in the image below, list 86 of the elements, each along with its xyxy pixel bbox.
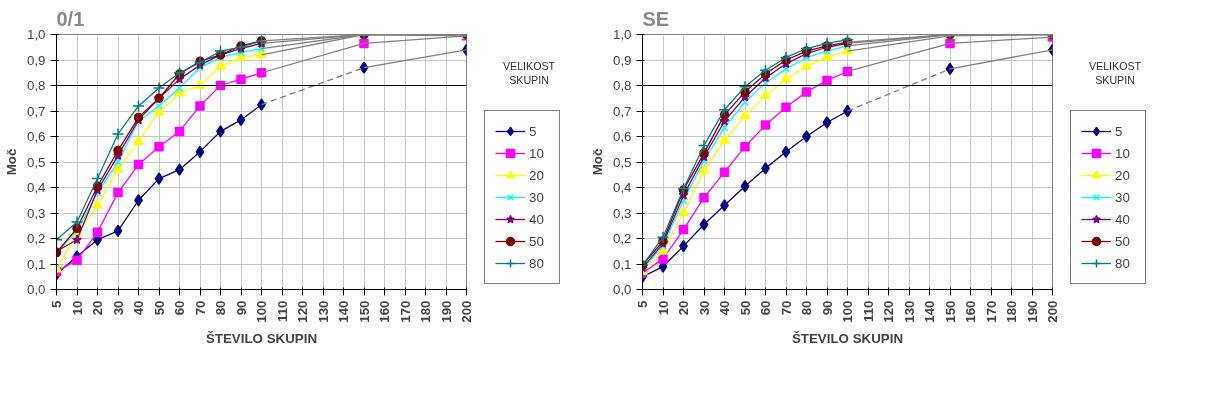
legend-label: 80 — [1115, 255, 1131, 271]
legend-label: 5 — [529, 123, 538, 139]
legend-label: 5 — [1115, 123, 1124, 139]
chart-title: SE — [642, 7, 670, 30]
legend-label: 50 — [1115, 233, 1131, 249]
x-tick-label: 80 — [213, 300, 228, 316]
x-tick-label: 60 — [172, 300, 187, 316]
y-tick-label: 1,0 — [26, 27, 46, 42]
x-tick-label: 110 — [860, 300, 876, 322]
y-tick-label: 0,4 — [26, 180, 47, 195]
legend-label: 80 — [529, 255, 545, 271]
x-tick-label: 20 — [676, 300, 691, 316]
y-tick-label: 0,8 — [26, 78, 46, 93]
y-axis-title: Moč — [3, 148, 19, 176]
x-tick-label: 120 — [881, 300, 896, 323]
y-tick-label: 0,7 — [612, 103, 632, 119]
y-tick-label: 0,0 — [26, 282, 46, 297]
legend-label: 50 — [529, 233, 545, 249]
y-tick-label: 0,7 — [26, 103, 46, 119]
x-tick-label: 200 — [1045, 300, 1060, 323]
y-tick-label: 0,8 — [612, 78, 632, 93]
x-tick-label: 90 — [819, 300, 835, 316]
x-tick-label: 90 — [233, 300, 249, 316]
legend-label: 20 — [529, 167, 545, 183]
y-tick-label: 0,6 — [26, 129, 46, 144]
x-tick-label: 110 — [274, 300, 290, 322]
x-tick-label: 190 — [438, 300, 454, 323]
chart-title: 0/1 — [56, 7, 85, 30]
x-tick-label: 40 — [717, 300, 732, 316]
x-tick-label: 130 — [315, 300, 331, 323]
y-tick-label: 0,9 — [26, 52, 46, 68]
x-tick-label: 30 — [696, 300, 712, 316]
legend-label: 30 — [1115, 189, 1131, 205]
x-tick-label: 50 — [151, 300, 167, 316]
x-tick-label: 5 — [49, 299, 64, 308]
y-tick-label: 0,6 — [612, 129, 632, 144]
y-tick-label: 0,4 — [612, 180, 633, 195]
x-tick-label: 50 — [737, 300, 753, 316]
y-tick-label: 0,2 — [26, 231, 46, 246]
y-tick-label: 1,0 — [612, 27, 632, 42]
legend-label: 40 — [529, 211, 545, 227]
x-tick-label: 200 — [459, 300, 474, 323]
y-tick-label: 0,1 — [26, 256, 46, 272]
y-tick-label: 0,5 — [612, 154, 632, 170]
x-tick-label: 40 — [131, 300, 146, 316]
x-tick-label: 150 — [942, 300, 958, 323]
x-tick-label: 160 — [963, 300, 978, 323]
x-axis-title: ŠTEVILO SKUPIN — [791, 330, 904, 346]
legend-label: 30 — [529, 189, 545, 205]
x-tick-label: 180 — [1004, 300, 1019, 323]
x-tick-label: 30 — [110, 300, 126, 316]
y-tick-label: 0,9 — [612, 52, 632, 68]
y-tick-label: 0,3 — [612, 205, 632, 221]
x-tick-label: 130 — [901, 300, 917, 323]
y-tick-label: 0,1 — [612, 256, 632, 272]
x-tick-label: 100 — [254, 300, 269, 323]
x-tick-label: 70 — [192, 300, 208, 316]
x-tick-label: 150 — [356, 300, 372, 323]
x-tick-label: 160 — [377, 300, 392, 323]
y-axis-title: Moč — [589, 148, 605, 176]
x-tick-label: 100 — [840, 300, 855, 323]
legend-label: 10 — [529, 145, 545, 161]
x-tick-label: 170 — [983, 300, 999, 323]
y-tick-label: 0,3 — [26, 205, 46, 221]
x-tick-label: 140 — [336, 300, 351, 323]
x-tick-label: 70 — [778, 300, 794, 316]
x-tick-label: 120 — [295, 300, 310, 323]
x-axis-title: ŠTEVILO SKUPIN — [205, 330, 318, 346]
y-tick-label: 0,2 — [612, 231, 632, 246]
legend-label: 20 — [1115, 167, 1131, 183]
legend-title: VELIKOST SKUPIN — [502, 60, 556, 87]
x-tick-label: 10 — [655, 300, 671, 316]
legend-label: 40 — [1115, 211, 1131, 227]
y-tick-label: 0,0 — [612, 282, 632, 297]
x-tick-label: 80 — [799, 300, 814, 316]
x-tick-label: 20 — [90, 300, 105, 316]
x-tick-label: 10 — [69, 300, 85, 316]
legend-title: VELIKOST SKUPIN — [1088, 60, 1142, 87]
x-tick-label: 190 — [1024, 300, 1040, 323]
legend-label: 10 — [1115, 145, 1131, 161]
y-tick-label: 0,5 — [26, 154, 46, 170]
x-tick-label: 180 — [418, 300, 433, 323]
x-tick-label: 60 — [758, 300, 773, 316]
x-tick-label: 5 — [635, 299, 650, 308]
x-tick-label: 170 — [397, 300, 413, 323]
x-tick-label: 140 — [922, 300, 937, 323]
